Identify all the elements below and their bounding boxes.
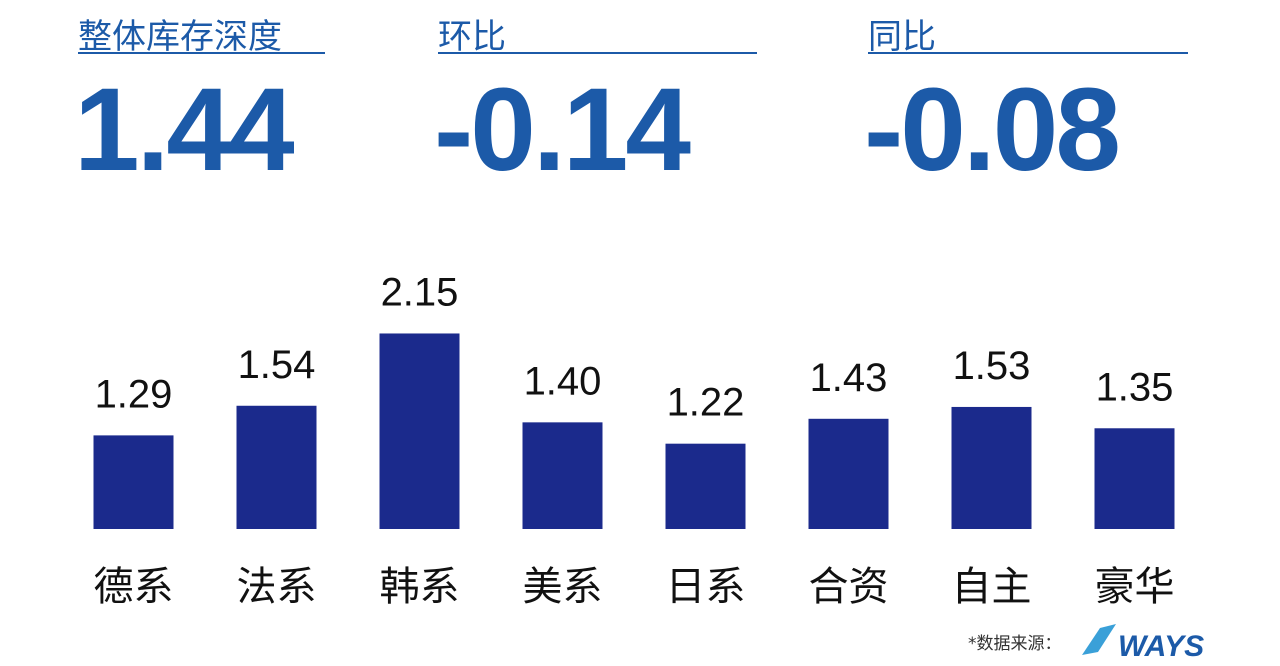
kpi-label: 整体库存深度 [78,17,282,57]
category-label: 合资 [809,564,889,610]
kpi-value: -0.08 [864,64,1118,196]
value-label: 1.29 [95,372,173,416]
value-label: 2.15 [381,270,459,314]
kpi-value: 1.44 [74,64,294,196]
value-label: 1.35 [1096,365,1174,409]
category-label: 德系 [94,564,174,610]
bar [808,418,889,529]
logo-mark [1082,624,1116,655]
category-label: 法系 [237,564,317,610]
bar [665,443,746,529]
category-label: 韩系 [380,564,460,610]
bar [951,406,1032,529]
value-label: 1.53 [953,344,1031,388]
bar [1094,428,1175,529]
bar [236,405,317,529]
value-label: 1.43 [810,356,888,400]
kpi-label: 同比 [868,17,936,57]
value-label: 1.22 [667,381,745,425]
logo: WAYS [1118,630,1204,663]
category-label: 美系 [523,564,603,610]
category-label: 自主 [952,564,1032,610]
category-label: 日系 [666,564,746,610]
bar [522,422,603,529]
bar [379,333,460,529]
kpi-row: 整体库存深度 1.44 环比 -0.14 同比 -0.08 [74,17,1188,196]
value-label: 1.54 [238,343,316,387]
value-label: 1.40 [524,359,602,403]
kpi-label: 环比 [438,17,506,57]
category-label: 豪华 [1095,564,1175,610]
kpi-value: -0.14 [434,64,690,196]
chart: 1.29 德系 1.54 法系 2.15 韩系 1.40 美系 1.22 日系 1.43 合资 1.53… [93,270,1175,610]
bar [93,435,174,529]
source-label: *数据来源： [968,634,1062,654]
